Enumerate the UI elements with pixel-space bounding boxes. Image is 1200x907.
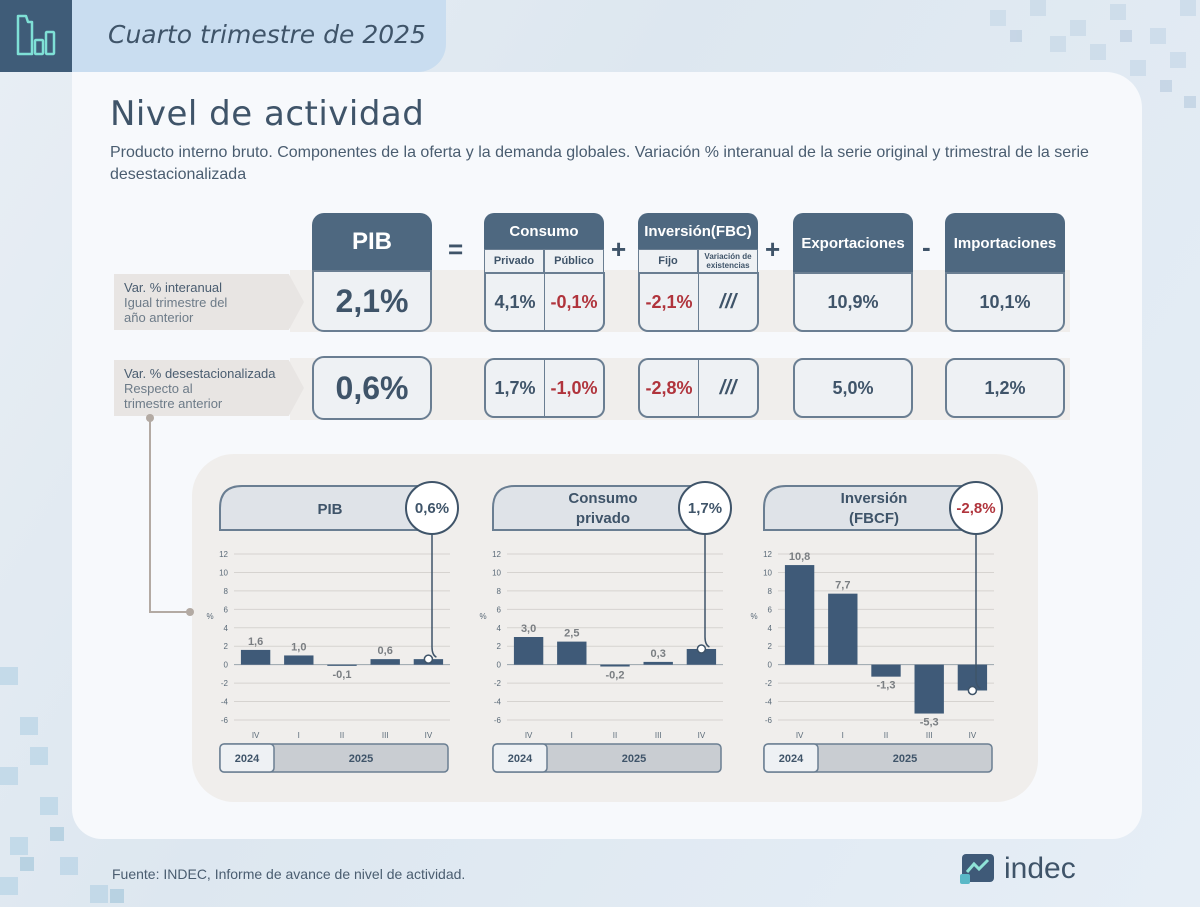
row-label-interanual: Var. % interanual Igual trimestre del añ… <box>114 274 304 330</box>
charts-panel <box>192 454 1038 802</box>
exportaciones-desestacionalizada: 5,0% <box>793 358 913 418</box>
inversion-variacion-desestacionalizada: /// <box>698 358 759 418</box>
consumo-publico-interanual: -0,1% <box>544 272 605 332</box>
inversion-fijo-desestacionalizada: -2,8% <box>638 358 699 418</box>
pib-header: PIB <box>312 213 432 271</box>
consumo-privado-interanual: 4,1% <box>484 272 545 332</box>
header-bar <box>0 0 446 72</box>
consumo-publico-desestacionalizada: -1,0% <box>544 358 605 418</box>
inversion-fijo-interanual: -2,1% <box>638 272 699 332</box>
row-label-title: Var. % interanual <box>124 280 223 295</box>
importaciones-header: Importaciones <box>945 213 1065 273</box>
app-logo <box>0 0 72 72</box>
row-label-desestacionalizada: Var. % desestacionalizada Respecto al tr… <box>114 360 304 416</box>
plus-sign: + <box>765 234 781 264</box>
consumo-header: Consumo <box>484 213 604 249</box>
inversion-header: Inversión(FBC) <box>638 213 758 249</box>
exportaciones-interanual: 10,9% <box>793 272 913 332</box>
inversion-fijo-header: Fijo <box>638 249 698 273</box>
consumo-publico-header: Público <box>544 249 604 273</box>
header-title: Cuarto trimestre de 2025 <box>108 20 426 49</box>
importaciones-interanual: 10,1% <box>945 272 1065 332</box>
importaciones-desestacionalizada: 1,2% <box>945 358 1065 418</box>
indec-wordmark: indec <box>1004 852 1076 885</box>
indec-logo-icon <box>960 854 994 884</box>
exportaciones-header: Exportaciones <box>793 213 913 273</box>
pib-desestacionalizada-value: 0,6% <box>312 356 432 420</box>
indec-logo: indec <box>960 852 1076 886</box>
page-title: Nivel de actividad <box>110 94 425 134</box>
equals-sign: = <box>448 234 464 264</box>
row-label-title: Var. % desestacionalizada <box>124 366 276 381</box>
pib-interanual-value: 2,1% <box>312 270 432 332</box>
page-subtitle: Producto interno bruto. Componentes de l… <box>110 144 1089 183</box>
inversion-variacion-header: Variación de existencias <box>698 249 758 273</box>
row-label-desc: Igual trimestre del año anterior <box>124 295 228 325</box>
row-label-desc: Respecto al trimestre anterior <box>124 381 223 411</box>
source-note: Fuente: INDEC, Informe de avance de nive… <box>112 866 466 882</box>
inversion-variacion-interanual: /// <box>698 272 759 332</box>
consumo-privado-header: Privado <box>484 249 544 273</box>
plus-sign: + <box>611 234 627 264</box>
consumo-privado-desestacionalizada: 1,7% <box>484 358 545 418</box>
bar-chart-logo-icon <box>16 14 56 56</box>
minus-sign: - <box>922 232 931 262</box>
